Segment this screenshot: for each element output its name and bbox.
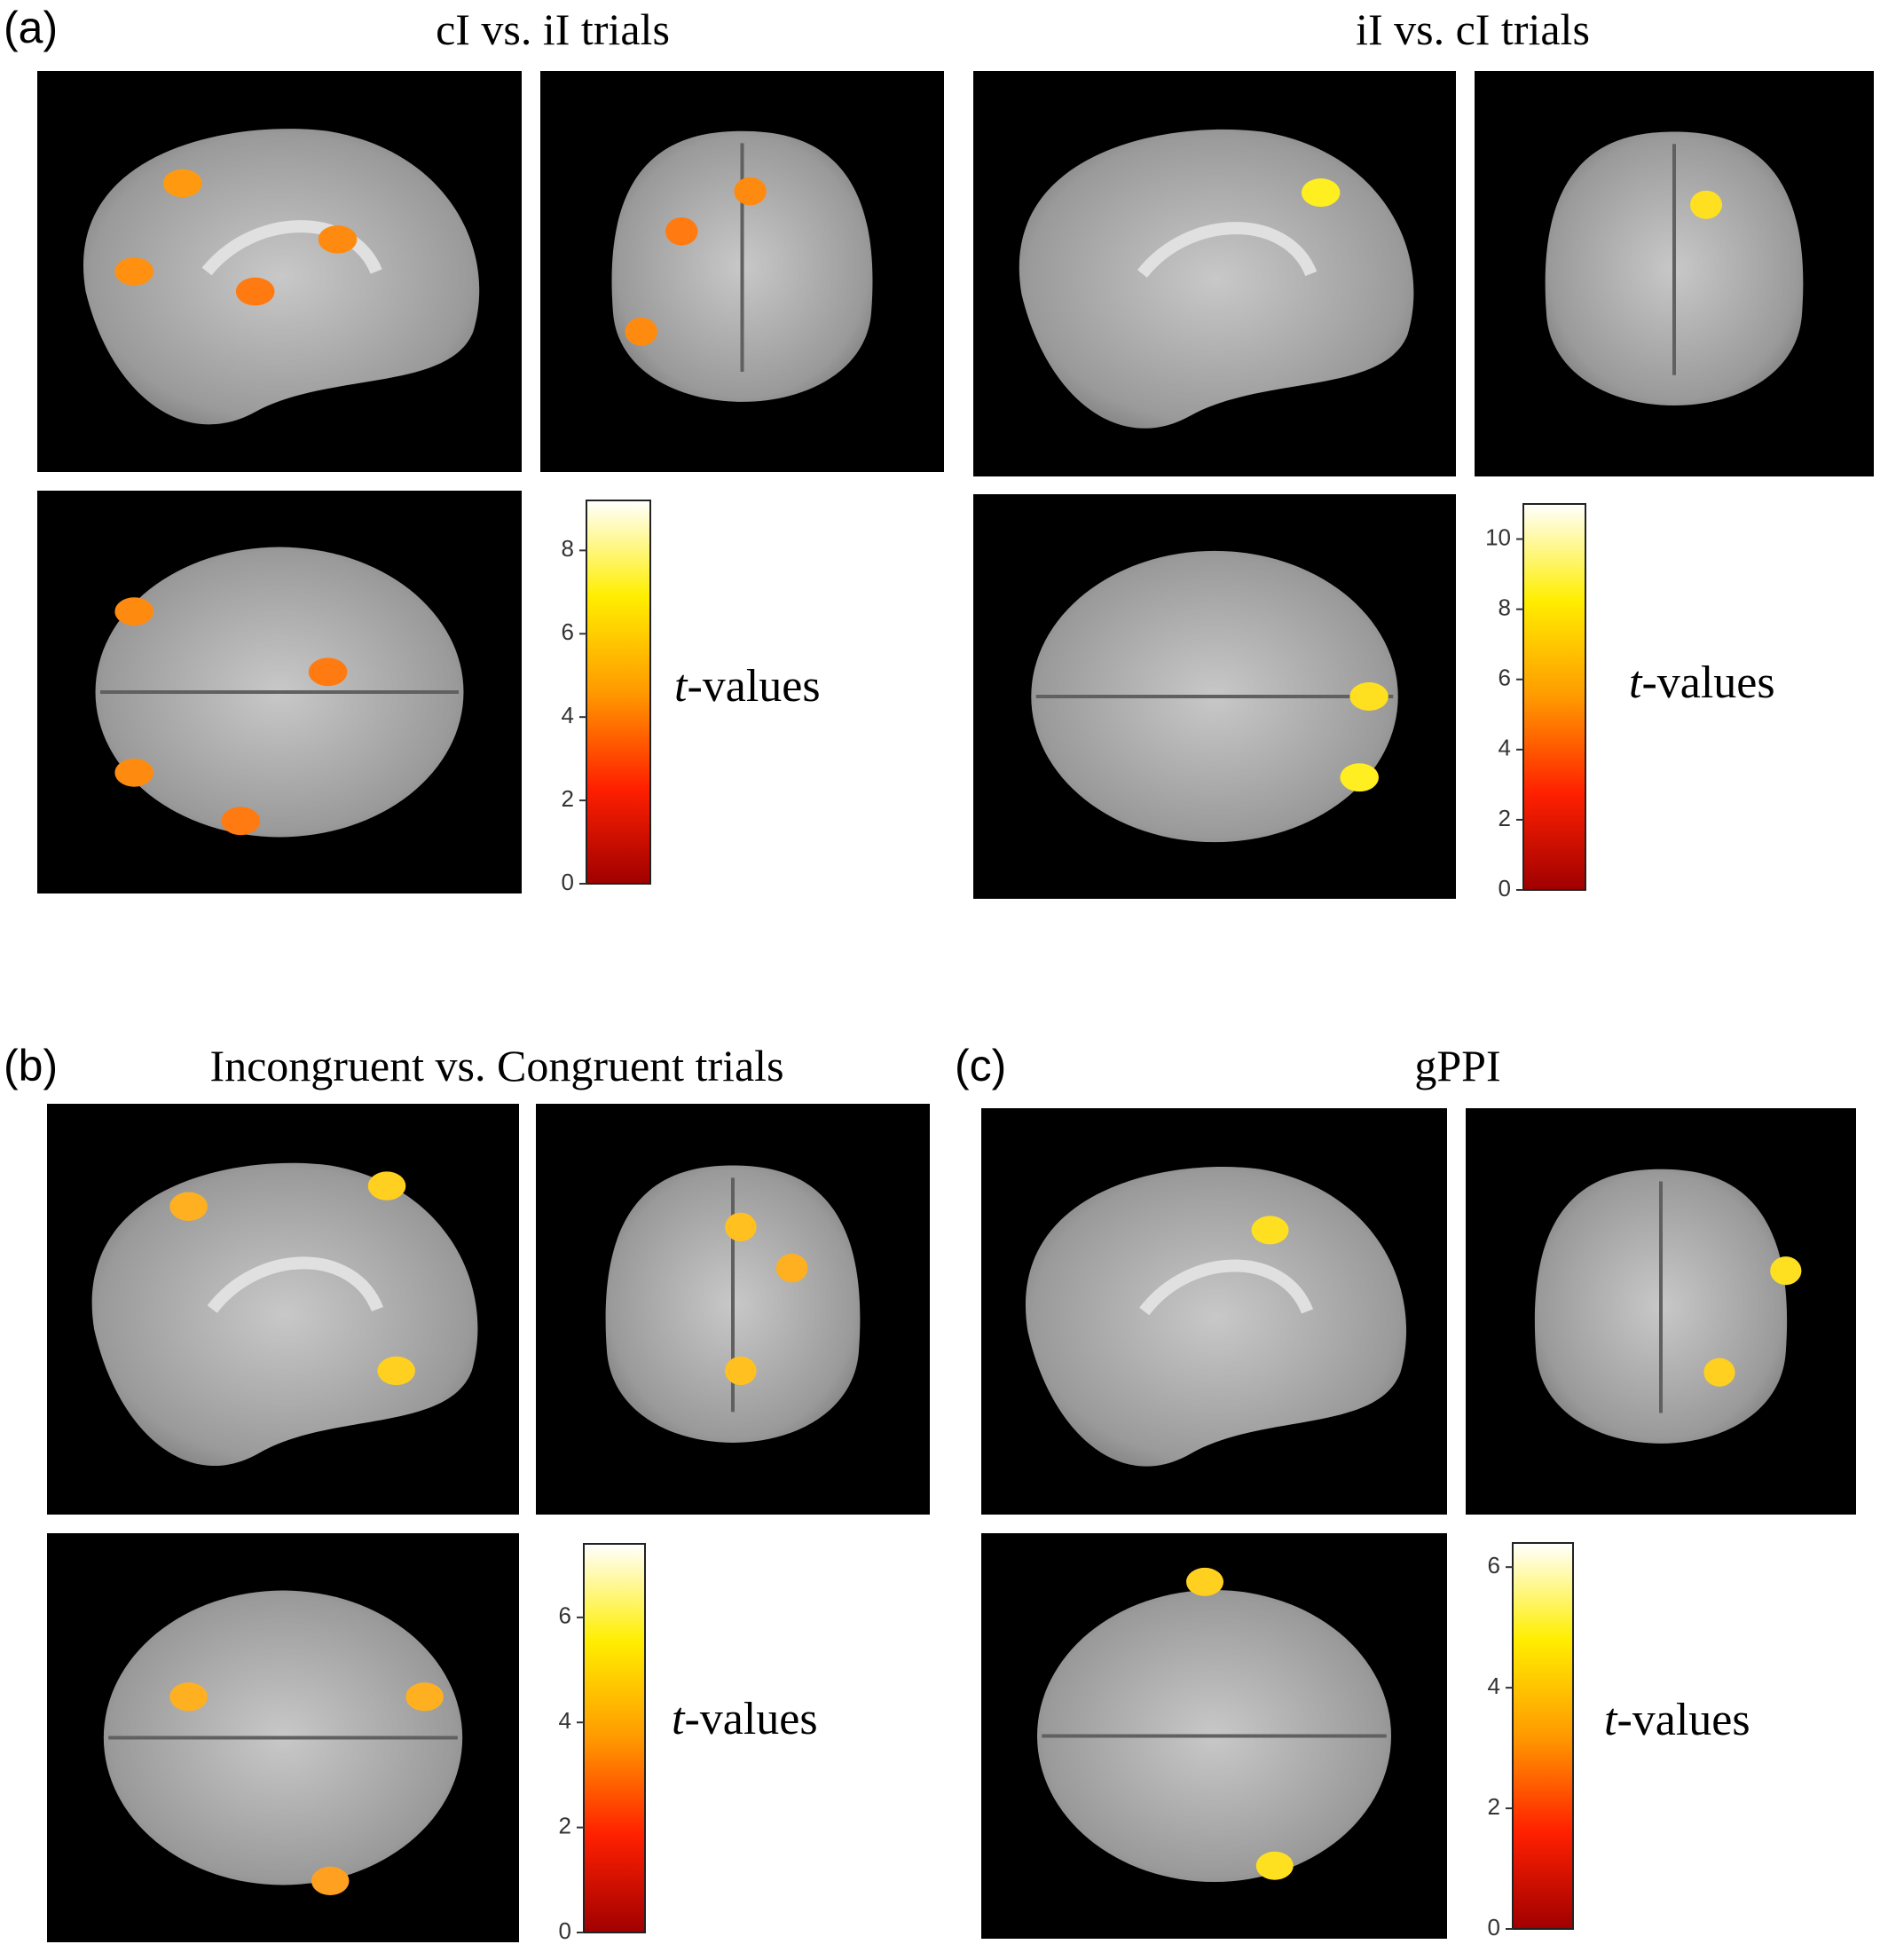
activation-blob (734, 177, 767, 206)
brain-image (540, 71, 944, 472)
brain-slice (83, 129, 480, 425)
panel: iI vs. cI trials 0 2 4 6 8 10 t-values (973, 4, 1874, 901)
activation-blob (235, 277, 275, 306)
panel: (b) Incongruent vs. Congruent trials 0 2 4 6 t… (4, 1041, 930, 1944)
activation-blob (318, 225, 358, 254)
brain-structure (1137, 222, 1318, 278)
activation-blob (162, 169, 202, 198)
label-rest: -values (684, 1694, 817, 1744)
activation-blob (367, 1171, 406, 1200)
activation-blob (725, 1356, 757, 1386)
colorbar (583, 1543, 646, 1933)
activation-blob (377, 1356, 415, 1386)
label-italic: t (674, 661, 688, 712)
tick-label: 6 (562, 618, 574, 645)
panel: (c) gPPI 0 2 4 6 t-values (955, 1041, 1856, 1940)
brain-slice (1025, 1167, 1407, 1467)
panel-label: (a) (4, 3, 58, 52)
colorbar-label: t-values (672, 1694, 818, 1744)
activation-blob (1255, 1851, 1294, 1880)
colorbar (586, 500, 651, 885)
brain-structure (201, 220, 382, 276)
activation-blob (114, 597, 154, 626)
tick-label: 6 (1499, 665, 1511, 691)
activation-blob (1186, 1567, 1223, 1596)
panel: (a) cI vs. iI trials 0 2 4 6 8 t-values (4, 3, 944, 895)
activation-blob (114, 257, 154, 286)
activation-blob (1770, 1256, 1802, 1286)
tick-label: 4 (1499, 735, 1511, 761)
tick-label: 6 (1488, 1552, 1500, 1578)
tick-label: 4 (1488, 1673, 1500, 1699)
tick-label: 4 (559, 1707, 571, 1734)
brain-image (1475, 71, 1874, 476)
brain-image (973, 71, 1456, 476)
activation-blob (1251, 1216, 1289, 1245)
label-rest: -values (1641, 657, 1774, 708)
activation-blob (221, 807, 261, 836)
brain-slice (91, 1162, 478, 1467)
brain-image (47, 1533, 519, 1942)
activation-blob (311, 1866, 350, 1895)
brain-image (973, 494, 1456, 899)
tick-label: 2 (562, 785, 574, 812)
colorbar-label: t-values (1629, 657, 1775, 708)
label-rest: -values (1617, 1695, 1750, 1745)
activation-blob (1690, 190, 1722, 219)
tick-label: 2 (559, 1812, 571, 1838)
activation-blob (625, 317, 657, 346)
panel-title: Incongruent vs. Congruent trials (209, 1041, 783, 1090)
label-italic: t (1604, 1695, 1618, 1745)
tick-label: 0 (559, 1917, 571, 1944)
tick-label: 4 (562, 702, 574, 728)
activation-blob (405, 1682, 444, 1712)
tick-label: 8 (1499, 594, 1511, 621)
colorbar (1512, 1542, 1574, 1930)
brain-structure (207, 1256, 383, 1313)
activation-blob (725, 1212, 757, 1242)
brain-image (981, 1108, 1447, 1515)
brain-image (981, 1533, 1447, 1939)
colorbar-label: t-values (1604, 1695, 1750, 1745)
tick-label: 2 (1488, 1793, 1500, 1820)
brain-image (536, 1104, 930, 1515)
activation-blob (1349, 682, 1388, 711)
panel-title: cI vs. iI trials (436, 4, 670, 54)
tick-label: 0 (562, 869, 574, 895)
brain-image (37, 491, 522, 893)
tick-label: 2 (1499, 805, 1511, 831)
activation-blob (665, 216, 698, 246)
activation-blob (114, 758, 154, 787)
brain-image (37, 71, 522, 472)
activation-blob (775, 1253, 808, 1283)
tick-label: 0 (1499, 875, 1511, 901)
activation-blob (1301, 178, 1341, 208)
activation-blob (1340, 763, 1379, 792)
brain-structure (1139, 1259, 1314, 1316)
activation-blob (308, 657, 348, 687)
colorbar-label: t-values (674, 661, 821, 712)
colorbar (1522, 503, 1586, 891)
panel-title: iI vs. cI trials (1356, 4, 1590, 54)
tick-label: 6 (559, 1602, 571, 1629)
brain-image (1466, 1108, 1856, 1515)
tick-label: 0 (1488, 1914, 1500, 1940)
activation-blob (1703, 1358, 1735, 1387)
tick-label: 10 (1485, 523, 1511, 550)
activation-blob (169, 1192, 208, 1221)
brain-image (47, 1104, 519, 1515)
label-italic: t (672, 1694, 686, 1744)
panel-title: gPPI (1414, 1041, 1500, 1090)
label-rest: -values (687, 661, 820, 712)
activation-blob (169, 1682, 208, 1712)
tick-label: 8 (562, 535, 574, 562)
panel-label: (b) (4, 1041, 58, 1090)
label-italic: t (1629, 657, 1643, 708)
panel-label: (c) (955, 1041, 1006, 1090)
